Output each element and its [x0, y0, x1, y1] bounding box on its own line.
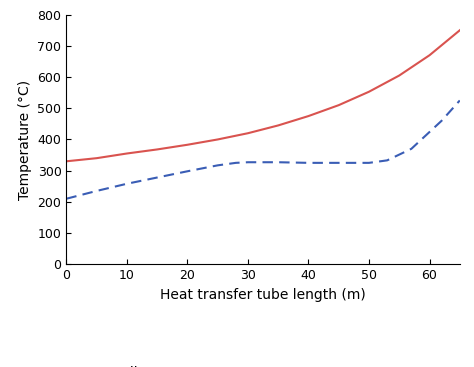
- X-axis label: Heat transfer tube length (m): Heat transfer tube length (m): [160, 288, 366, 302]
- Water/steam: [336, 161, 342, 165]
- Water/steam: [439, 119, 445, 123]
- Helium: [306, 114, 311, 118]
- Line: Helium: Helium: [66, 30, 460, 161]
- Water/steam: [384, 158, 390, 163]
- Helium: [396, 73, 402, 78]
- Helium: [215, 137, 220, 142]
- Helium: [64, 159, 69, 164]
- Water/steam: [64, 197, 69, 201]
- Helium: [366, 90, 372, 94]
- Water/steam: [409, 146, 414, 151]
- Water/steam: [94, 189, 100, 193]
- Line: Water/steam: Water/steam: [66, 101, 460, 199]
- Helium: [155, 147, 160, 152]
- Y-axis label: Temperature (°C): Temperature (°C): [18, 79, 32, 200]
- Helium: [457, 28, 463, 33]
- Water/steam: [245, 160, 251, 164]
- Legend: Helium, Water/steam: Helium, Water/steam: [65, 366, 201, 367]
- Helium: [336, 103, 342, 107]
- Helium: [245, 131, 251, 135]
- Water/steam: [184, 169, 190, 174]
- Water/steam: [306, 161, 311, 165]
- Water/steam: [124, 182, 130, 186]
- Water/steam: [215, 163, 220, 168]
- Helium: [184, 142, 190, 147]
- Water/steam: [155, 175, 160, 180]
- Helium: [124, 151, 130, 156]
- Helium: [275, 123, 281, 128]
- Water/steam: [233, 161, 239, 165]
- Water/steam: [275, 160, 281, 164]
- Helium: [94, 156, 100, 160]
- Water/steam: [366, 161, 372, 165]
- Helium: [427, 53, 432, 57]
- Water/steam: [457, 98, 463, 103]
